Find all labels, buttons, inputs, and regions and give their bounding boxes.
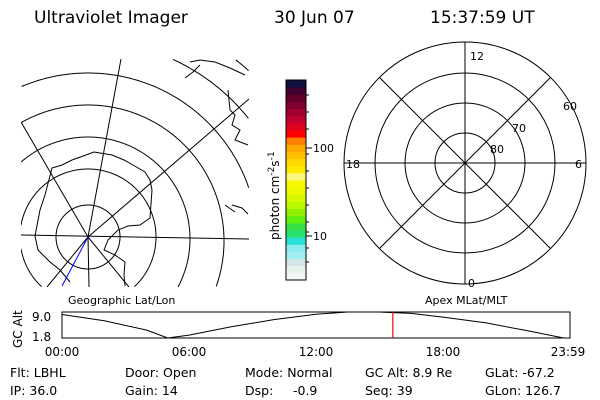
colorbar-swatch bbox=[286, 80, 306, 88]
colorbar-swatch bbox=[286, 244, 306, 252]
colorbar-swatch bbox=[286, 115, 306, 124]
altitude-plot-frame bbox=[61, 311, 571, 339]
seq-info: Seq: 39 bbox=[365, 383, 413, 398]
colorbar-swatch bbox=[286, 101, 306, 110]
colorbar-swatch bbox=[286, 230, 306, 238]
colorbar-swatch bbox=[286, 144, 306, 152]
instrument-title: Ultraviolet Imager bbox=[34, 8, 188, 28]
colorbar-swatch bbox=[286, 130, 306, 138]
mlat-label-80: 80 bbox=[490, 143, 504, 156]
glon-info: GLon: 126.7 bbox=[485, 383, 561, 398]
colorbar-swatch bbox=[286, 208, 306, 217]
colorbar-swatch bbox=[286, 222, 306, 231]
latitude-circle bbox=[21, 136, 191, 287]
geographic-map bbox=[21, 59, 249, 287]
mlt-label-18: 18 bbox=[346, 158, 360, 171]
x-tick-label: 18:00 bbox=[426, 345, 461, 359]
dsp-label: Dsp: bbox=[245, 383, 274, 398]
antarctica-coastline bbox=[34, 151, 153, 287]
gc-alt-info: GC Alt: 8.9 Re bbox=[365, 365, 453, 380]
x-tick-label: 06:00 bbox=[172, 345, 207, 359]
colorbar-frame bbox=[285, 79, 307, 281]
latitude-circle bbox=[235, 59, 249, 71]
y-tick-label-min: 1.8 bbox=[32, 330, 51, 344]
colorbar-swatch bbox=[286, 258, 306, 267]
colorbar-swatch bbox=[286, 158, 306, 167]
dsp-value: -0.9 bbox=[293, 383, 318, 398]
x-tick-label: 23:59 bbox=[551, 345, 586, 359]
glat-info: GLat: -67.2 bbox=[485, 365, 555, 380]
colorbar-swatch bbox=[286, 108, 306, 117]
colorbar-swatch bbox=[286, 122, 306, 131]
colorbar-swatch bbox=[286, 87, 306, 95]
altitude-line bbox=[61, 311, 570, 339]
latitude-circle bbox=[172, 59, 249, 119]
colorbar-swatch bbox=[286, 172, 306, 181]
colorbar-tick-10: 10 bbox=[313, 230, 327, 243]
colorbar-unit-label: photon cm-2s-1 bbox=[267, 151, 282, 240]
colorbar-swatch bbox=[286, 94, 306, 102]
colorbar-swatch bbox=[286, 180, 306, 188]
time-label: 15:37:59 UT bbox=[430, 8, 535, 28]
filter-info: Flt: LBHL bbox=[10, 365, 66, 380]
colorbar bbox=[286, 80, 306, 281]
y-axis-label: GC Alt bbox=[11, 310, 25, 348]
colorbar-swatch bbox=[286, 251, 306, 260]
door-info: Door: Open bbox=[125, 365, 197, 380]
apex-polar-plot bbox=[343, 41, 587, 285]
gain-info: Gain: 14 bbox=[125, 383, 178, 398]
colorbar-swatch bbox=[286, 237, 306, 245]
colorbar-swatch bbox=[286, 265, 306, 274]
colorbar-tick-100: 100 bbox=[313, 142, 334, 155]
mlat-label-70: 70 bbox=[512, 122, 526, 135]
date-label: 30 Jun 07 bbox=[274, 8, 355, 28]
australia-coastline bbox=[184, 59, 249, 215]
colorbar-swatch bbox=[286, 165, 306, 174]
latitude-circle bbox=[55, 204, 121, 270]
colorbar-swatch bbox=[286, 272, 306, 281]
longitude-lines bbox=[21, 59, 249, 287]
right-panel-title: Apex MLat/MLT bbox=[425, 294, 508, 307]
mlt-label-0: 0 bbox=[468, 277, 475, 290]
colorbar-swatch bbox=[286, 194, 306, 202]
mode-info: Mode: Normal bbox=[245, 365, 333, 380]
x-tick-label: 00:00 bbox=[45, 345, 80, 359]
spacecraft-track-line bbox=[61, 236, 89, 287]
colorbar-swatch bbox=[286, 187, 306, 195]
x-tick-label: 12:00 bbox=[299, 345, 334, 359]
colorbar-swatch bbox=[286, 151, 306, 160]
latitude-circles bbox=[21, 59, 249, 287]
colorbar-swatch bbox=[286, 137, 306, 145]
left-panel-title: Geographic Lat/Lon bbox=[68, 294, 175, 307]
latitude-circle bbox=[21, 104, 225, 287]
mlt-label-12: 12 bbox=[470, 50, 484, 63]
colorbar-swatch bbox=[286, 201, 306, 210]
mlat-label-60: 60 bbox=[563, 100, 577, 113]
latitude-circle bbox=[21, 72, 249, 188]
ip-info: IP: 36.0 bbox=[10, 383, 58, 398]
mlt-label-6: 6 bbox=[575, 158, 582, 171]
colorbar-swatch bbox=[286, 215, 306, 224]
y-tick-label-max: 9.0 bbox=[32, 310, 51, 324]
latitude-circle bbox=[21, 168, 157, 287]
